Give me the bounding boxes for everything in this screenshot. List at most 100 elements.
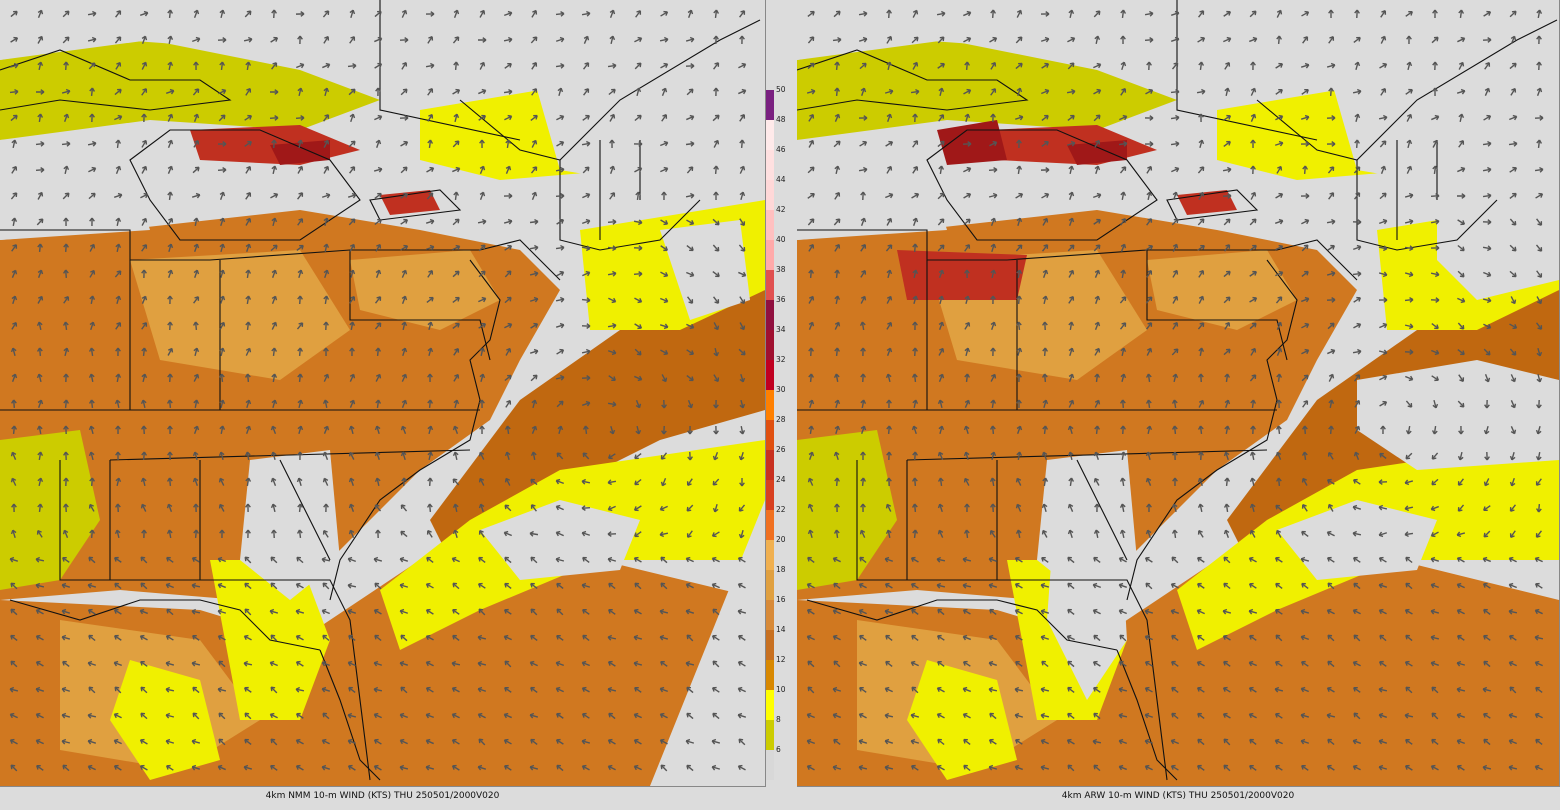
wind-arrow — [323, 165, 330, 174]
wind-arrow — [1483, 271, 1492, 278]
wind-arrow — [1016, 347, 1023, 357]
wind-arrow — [1145, 529, 1152, 539]
wind-arrow — [858, 582, 867, 589]
wind-arrow — [555, 10, 565, 17]
wind-arrow — [937, 608, 945, 616]
wind-map-nmm — [0, 0, 765, 786]
wind-arrow — [322, 712, 330, 720]
state-border — [1146, 250, 1288, 361]
wind-arrow — [660, 219, 669, 226]
wind-arrow — [347, 738, 356, 745]
wind-arrow — [989, 712, 997, 720]
wind-arrow — [1354, 374, 1361, 382]
wind-arrow — [1328, 399, 1335, 409]
colorbar-swatch — [766, 480, 774, 510]
wind-arrow — [1482, 219, 1492, 225]
wind-arrow — [243, 634, 252, 641]
wind-arrow — [193, 113, 200, 122]
state-border — [0, 229, 480, 261]
state-border — [479, 239, 561, 281]
wind-arrow — [911, 192, 920, 199]
wind-arrow — [833, 218, 841, 226]
wind-arrow — [374, 451, 381, 461]
state-border — [1256, 19, 1558, 161]
wind-arrow — [478, 244, 486, 252]
wind-arrow — [1379, 140, 1387, 148]
wind-arrow — [634, 531, 642, 538]
wind-arrow — [166, 556, 174, 563]
wind-arrow — [884, 712, 894, 719]
wind-arrow — [297, 87, 304, 97]
wind-arrow — [608, 608, 616, 615]
wind-arrow — [661, 191, 667, 201]
wind-arrow — [9, 62, 19, 69]
wind-arrow — [453, 399, 460, 409]
wind-arrow — [739, 35, 745, 45]
wind-arrow — [860, 191, 866, 201]
wind-arrow — [607, 349, 617, 356]
wind-arrow — [1144, 556, 1153, 563]
wind-arrow — [1508, 738, 1517, 745]
wind-arrow — [858, 764, 868, 771]
wind-arrow — [1378, 271, 1388, 278]
wind-arrow — [1509, 10, 1517, 18]
wind-arrow — [1301, 322, 1310, 329]
wind-arrow — [860, 269, 867, 278]
wind-arrow — [556, 348, 565, 355]
wind-arrow — [349, 296, 356, 304]
wind-arrow — [193, 139, 200, 148]
wind-arrow — [192, 166, 200, 174]
wind-arrow — [833, 10, 841, 18]
wind-arrow — [9, 556, 19, 563]
wind-arrow — [401, 321, 408, 331]
wind-arrow — [885, 634, 893, 642]
wind-arrow — [400, 530, 408, 538]
wind-arrow — [373, 166, 383, 173]
wind-arrow — [35, 634, 44, 641]
wind-arrow — [1508, 140, 1518, 147]
wind-arrow — [531, 191, 538, 200]
wind-arrow — [1223, 270, 1231, 278]
wind-arrow — [988, 660, 998, 667]
wind-arrow — [296, 322, 304, 330]
state-border — [1356, 160, 1498, 251]
wind-arrow — [375, 529, 381, 539]
wind-arrow — [806, 88, 816, 95]
wind-arrow — [807, 529, 814, 539]
wind-arrow — [374, 425, 381, 435]
wind-arrow — [911, 764, 919, 771]
wind-arrow — [659, 686, 668, 693]
wind-arrow — [886, 425, 893, 435]
wind-arrow — [167, 9, 174, 19]
wind-arrow — [582, 62, 590, 70]
wind-arrow — [1171, 166, 1180, 173]
wind-arrow — [808, 425, 815, 435]
wind-arrow — [374, 62, 383, 69]
wind-arrow — [1378, 297, 1388, 303]
wind-arrow — [427, 477, 434, 487]
wind-arrow — [1378, 712, 1388, 719]
wind-arrow — [1378, 504, 1388, 511]
wind-arrow — [686, 686, 694, 694]
wind-arrow — [479, 9, 486, 18]
colorbar-label: 12 — [776, 655, 786, 664]
wind-arrow — [269, 608, 279, 615]
wind-arrow — [245, 503, 251, 513]
wind-arrow — [1223, 451, 1230, 461]
wind-arrow — [1301, 88, 1309, 95]
wind-arrow — [374, 36, 383, 43]
wind-arrow — [1170, 10, 1180, 17]
wind-arrow — [1249, 738, 1257, 746]
wind-arrow — [166, 764, 174, 771]
wind-arrow — [1457, 36, 1466, 43]
wind-arrow — [531, 139, 538, 148]
wind-arrow — [478, 322, 487, 329]
wind-arrow — [1119, 529, 1126, 539]
wind-arrow — [193, 243, 200, 253]
wind-arrow — [245, 165, 252, 174]
wind-arrow — [1197, 166, 1205, 174]
wind-arrow — [1510, 35, 1517, 44]
wind-arrow — [63, 269, 69, 279]
wind-arrow — [1249, 322, 1257, 330]
wind-arrow — [1197, 503, 1204, 513]
